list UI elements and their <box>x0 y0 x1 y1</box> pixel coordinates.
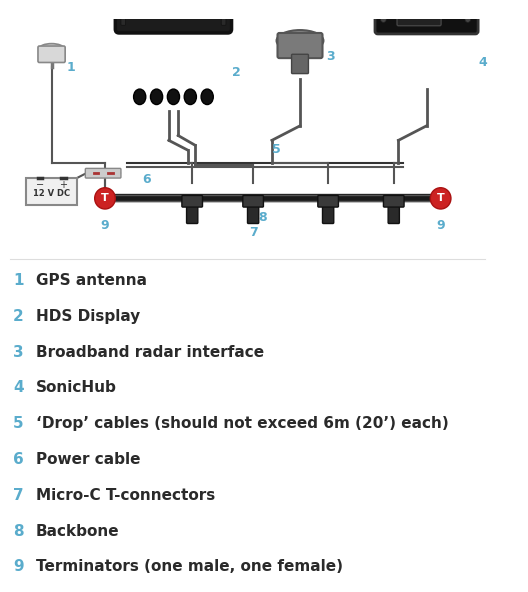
FancyBboxPatch shape <box>243 195 263 207</box>
FancyBboxPatch shape <box>383 195 404 207</box>
Ellipse shape <box>277 30 324 52</box>
Text: Terminators (one male, one female): Terminators (one male, one female) <box>35 559 343 574</box>
FancyBboxPatch shape <box>318 195 338 207</box>
Ellipse shape <box>134 89 146 105</box>
FancyBboxPatch shape <box>86 168 121 178</box>
Text: SonicHub: SonicHub <box>35 381 117 395</box>
Text: 8: 8 <box>13 523 24 539</box>
FancyBboxPatch shape <box>323 200 334 224</box>
Text: 2: 2 <box>13 309 24 324</box>
Ellipse shape <box>40 44 64 53</box>
FancyBboxPatch shape <box>248 200 259 224</box>
Text: 6: 6 <box>142 173 150 186</box>
FancyBboxPatch shape <box>115 0 232 33</box>
Text: 7: 7 <box>13 488 24 503</box>
Circle shape <box>381 17 386 22</box>
Text: 3: 3 <box>13 345 24 360</box>
Text: 6: 6 <box>13 452 24 467</box>
Text: 9: 9 <box>13 559 24 574</box>
Circle shape <box>465 17 470 22</box>
Text: 1: 1 <box>13 273 24 288</box>
Text: +: + <box>59 180 67 190</box>
Text: T: T <box>437 194 445 204</box>
Ellipse shape <box>167 89 180 105</box>
Text: LOWRANCE: LOWRANCE <box>149 42 198 51</box>
FancyBboxPatch shape <box>221 0 226 25</box>
FancyBboxPatch shape <box>291 54 308 73</box>
FancyBboxPatch shape <box>121 0 126 25</box>
Ellipse shape <box>201 89 213 105</box>
Ellipse shape <box>184 89 196 105</box>
Text: 4: 4 <box>13 381 24 395</box>
Text: T: T <box>101 194 109 204</box>
Text: 1: 1 <box>67 62 76 75</box>
FancyBboxPatch shape <box>388 200 399 224</box>
Text: Broadband radar interface: Broadband radar interface <box>35 345 264 360</box>
Text: 9: 9 <box>436 219 445 232</box>
Text: 8: 8 <box>258 211 267 224</box>
Ellipse shape <box>150 89 163 105</box>
Text: 2: 2 <box>232 66 240 79</box>
Text: Backbone: Backbone <box>35 523 119 539</box>
Circle shape <box>439 0 452 5</box>
Text: SonicHub: SonicHub <box>406 0 432 1</box>
Text: 9: 9 <box>101 219 109 232</box>
Text: ‘Drop’ cables (should not exceed 6m (20’) each): ‘Drop’ cables (should not exceed 6m (20’… <box>35 416 448 431</box>
Text: 4: 4 <box>478 56 487 69</box>
FancyBboxPatch shape <box>397 0 441 25</box>
Text: Power cable: Power cable <box>35 452 140 467</box>
Circle shape <box>95 188 115 209</box>
Text: 5: 5 <box>272 143 281 156</box>
Text: Micro-C T-connectors: Micro-C T-connectors <box>35 488 215 503</box>
FancyBboxPatch shape <box>186 200 198 224</box>
FancyBboxPatch shape <box>182 195 203 207</box>
FancyBboxPatch shape <box>375 0 478 34</box>
Text: 7: 7 <box>249 226 258 239</box>
Text: 3: 3 <box>326 50 335 63</box>
FancyBboxPatch shape <box>26 178 77 205</box>
Text: −: − <box>36 180 44 190</box>
Text: HDS Display: HDS Display <box>35 309 140 324</box>
FancyBboxPatch shape <box>278 33 323 58</box>
Text: 12 V DC: 12 V DC <box>33 189 70 198</box>
Text: GPS antenna: GPS antenna <box>35 273 147 288</box>
FancyBboxPatch shape <box>38 46 65 63</box>
Text: 5: 5 <box>13 416 24 431</box>
Circle shape <box>430 188 451 209</box>
